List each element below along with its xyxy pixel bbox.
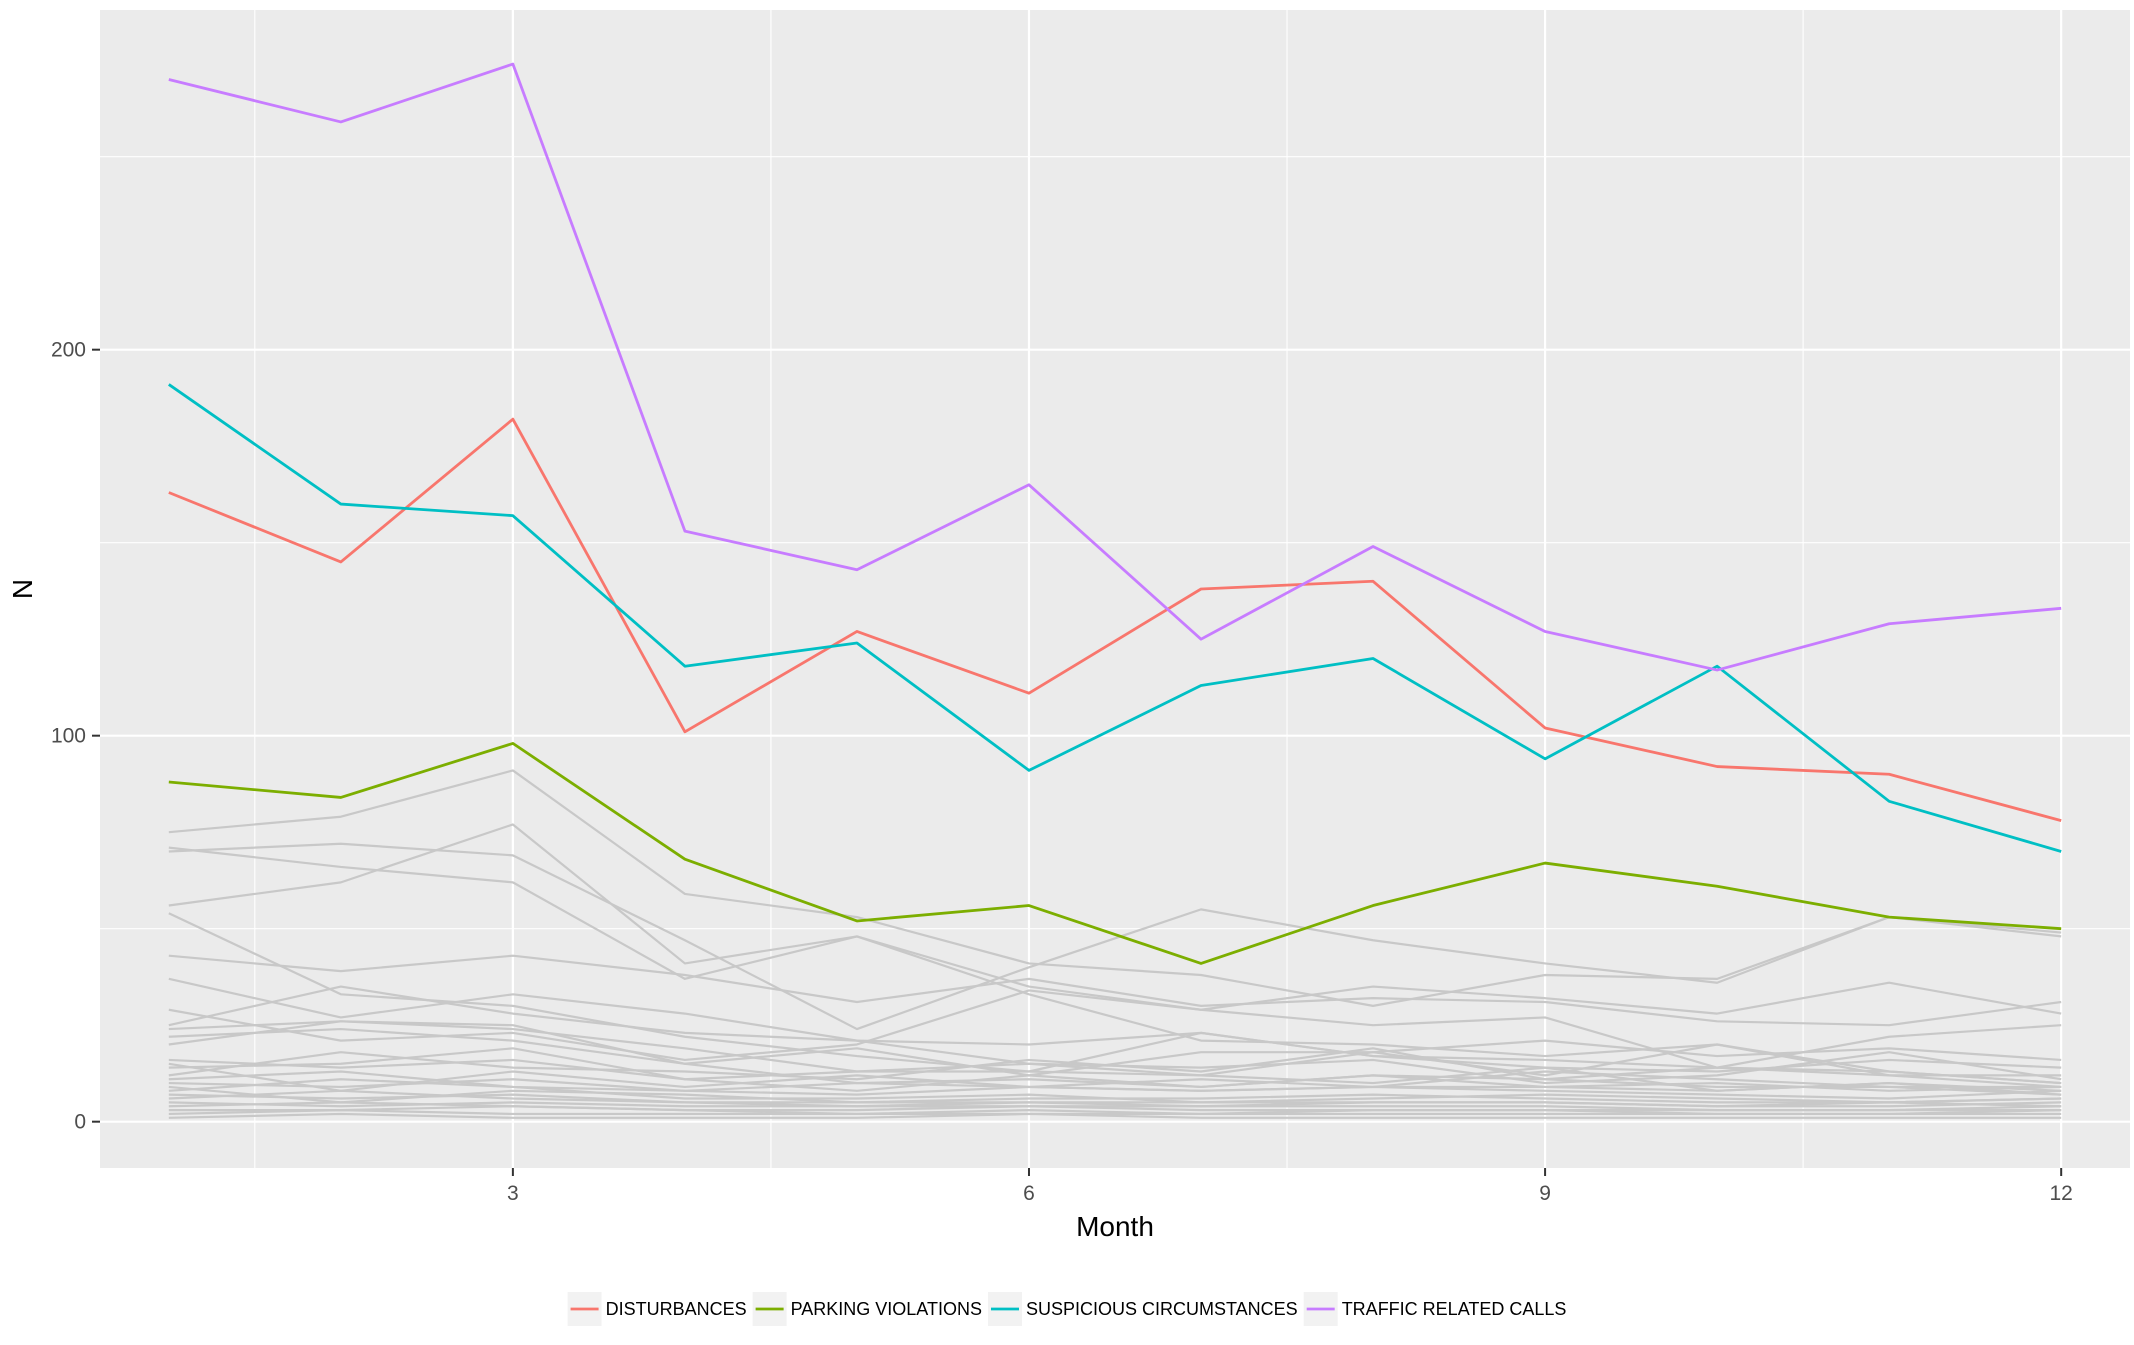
x-tick-label: 3 [507, 1182, 519, 1205]
background-series-line [168, 954, 2062, 1027]
legend-label: DISTURBANCES [606, 1299, 747, 1319]
series-line-traffic-related-calls [168, 62, 2062, 672]
highlighted-series-group [168, 62, 2062, 965]
background-series-line [168, 1062, 2062, 1092]
axes: 3 6 9 12 0 100 200 [51, 339, 2073, 1205]
background-series-line [168, 1108, 2062, 1116]
y-tick-label: 100 [51, 725, 86, 748]
series-line-parking-violations [168, 742, 2062, 965]
plot-panel [100, 10, 2130, 1168]
legend-label: SUSPICIOUS CIRCUMSTANCES [1026, 1299, 1298, 1319]
x-axis-title: Month [1076, 1211, 1154, 1242]
legend-item-parking-violations: PARKING VIOLATIONS [752, 1292, 982, 1326]
y-axis-title: N [7, 579, 38, 599]
x-tick-label: 6 [1023, 1182, 1035, 1205]
background-series-line [168, 1047, 2062, 1081]
background-series-line [168, 823, 2062, 1015]
x-tick-label: 12 [2050, 1182, 2073, 1205]
legend-item-traffic-related-calls: TRAFFIC RELATED CALLS [1303, 1292, 1567, 1326]
background-series-line [168, 769, 2062, 1007]
x-tick-label: 9 [1539, 1182, 1551, 1205]
legend-item-suspicious-circumstances: SUSPICIOUS CIRCUMSTANCES [987, 1292, 1298, 1326]
background-series-line [168, 1101, 2062, 1112]
y-tick-label: 200 [51, 339, 86, 362]
legend-label: TRAFFIC RELATED CALLS [1342, 1299, 1567, 1319]
series-line-disturbances [168, 417, 2062, 822]
background-series-line [168, 1020, 2062, 1089]
background-series-line [168, 989, 2062, 1069]
background-series-line [168, 1078, 2062, 1104]
y-tick-label: 0 [74, 1111, 86, 1134]
background-series-line [168, 985, 2062, 1077]
legend: DISTURBANCES PARKING VIOLATIONS SUSPICIOUS… [567, 1292, 1567, 1326]
background-series-line [168, 1047, 2062, 1096]
legend-item-disturbances: DISTURBANCES [567, 1292, 747, 1326]
background-series-group [168, 769, 2062, 1119]
background-series-line [168, 1089, 2062, 1108]
background-series-line [168, 1058, 2062, 1092]
background-series-line [168, 1070, 2062, 1092]
background-series-line [168, 842, 2062, 1031]
legend-label: PARKING VIOLATIONS [791, 1299, 982, 1319]
background-series-line [168, 1112, 2062, 1119]
series-line-suspicious-circumstances [168, 383, 2062, 853]
